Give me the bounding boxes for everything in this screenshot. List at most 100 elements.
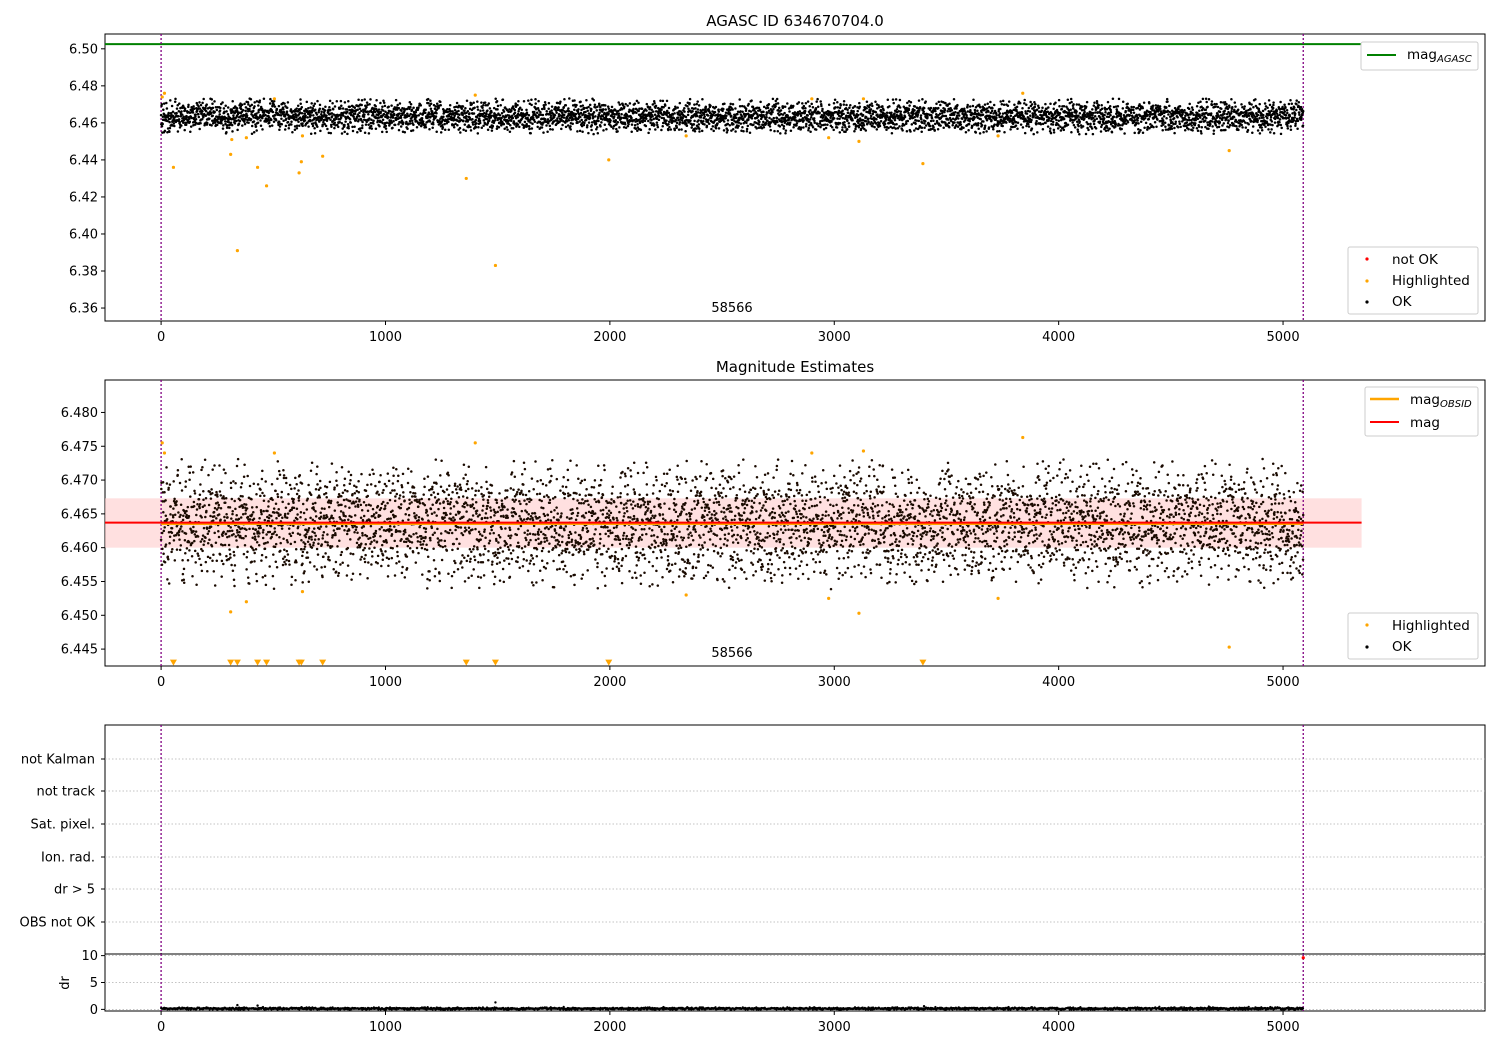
ok-point — [191, 111, 195, 114]
ok-point — [269, 97, 272, 101]
ok-point — [792, 126, 795, 129]
ok-point — [1071, 121, 1074, 124]
ok-point — [1211, 120, 1214, 123]
ok-point — [321, 123, 324, 127]
ok-point — [830, 126, 834, 129]
ok-point — [612, 127, 615, 130]
ok-point — [289, 108, 293, 111]
ok-point — [1167, 113, 1170, 116]
ok-point — [722, 120, 726, 123]
ok-point — [374, 105, 377, 108]
ok-point — [883, 112, 886, 116]
ok-point — [354, 119, 358, 122]
ok-point — [660, 128, 663, 132]
ok-point — [375, 98, 378, 102]
ok-point — [221, 101, 224, 104]
ok-point — [181, 117, 184, 120]
ok-point — [794, 116, 797, 119]
ok-point — [1033, 105, 1037, 109]
ok-point — [419, 112, 422, 115]
ok-point — [518, 125, 521, 129]
ok-point — [908, 104, 911, 107]
ok-point — [967, 128, 970, 132]
ok-point — [610, 105, 614, 109]
ok-point — [562, 113, 566, 117]
ok-point — [898, 125, 901, 128]
ok-point — [1278, 121, 1281, 124]
ok-point — [799, 114, 803, 118]
ok-point — [333, 126, 336, 130]
ok-point — [230, 123, 234, 127]
ok-point — [225, 110, 228, 113]
ok-point — [382, 109, 385, 112]
ok-point — [313, 126, 316, 130]
ok-point — [673, 112, 676, 115]
ok-point — [845, 128, 849, 131]
ok-point — [368, 117, 371, 120]
ok-point — [977, 127, 980, 130]
ok-point — [1132, 105, 1136, 109]
ok-point — [1044, 102, 1047, 106]
ok-point — [1039, 123, 1043, 126]
ok-point — [917, 119, 921, 123]
ok-point — [923, 126, 926, 130]
ok-point — [812, 117, 816, 120]
ok-point — [531, 116, 535, 119]
ok-point — [1264, 107, 1267, 111]
ok-point — [894, 127, 897, 130]
ok-point — [356, 108, 359, 112]
ok-point — [1205, 116, 1208, 120]
ok-point — [178, 120, 181, 124]
ok-point — [1126, 121, 1130, 124]
ok-point — [990, 119, 993, 122]
ok-point — [784, 132, 787, 135]
ok-point — [1233, 101, 1237, 104]
ok-point — [1247, 114, 1251, 117]
ok-point — [892, 101, 895, 105]
ok-point — [934, 109, 937, 113]
ok-point — [944, 101, 947, 105]
ok-point — [1209, 112, 1213, 115]
ok-point — [536, 106, 540, 110]
ok-point — [782, 124, 786, 128]
ok-point — [318, 107, 322, 110]
ok-point — [1165, 116, 1168, 120]
ok-point — [1270, 128, 1273, 131]
ok-point — [1223, 109, 1226, 113]
ok-point — [806, 117, 810, 121]
ok-point — [372, 122, 375, 125]
ok-point — [1081, 125, 1085, 128]
ok-point — [966, 110, 970, 113]
ok-point — [328, 106, 331, 109]
ok-point — [480, 101, 483, 104]
ok-point — [439, 131, 443, 134]
ok-point — [909, 101, 913, 104]
ok-point — [485, 115, 488, 118]
ok-point — [309, 106, 312, 109]
ok-point — [429, 102, 433, 106]
ok-point — [494, 116, 498, 119]
ok-point — [384, 110, 387, 113]
ok-point — [270, 118, 273, 122]
ok-point — [698, 130, 701, 133]
ok-point — [331, 120, 335, 123]
ok-point — [367, 123, 370, 126]
ok-point — [415, 114, 418, 118]
ok-point — [846, 111, 850, 115]
ok-point — [211, 114, 214, 118]
ok-point — [612, 115, 616, 119]
ok-point — [406, 127, 409, 131]
ok-point — [191, 109, 194, 112]
ok-point — [959, 123, 963, 126]
agasc-panel: AGASC ID 634670704.0 0 1000 2000 3000 4000 50… — [69, 12, 1486, 345]
ok-point — [587, 131, 590, 135]
ok-point — [993, 123, 996, 126]
ok-point — [360, 109, 363, 113]
ok-point — [303, 119, 307, 122]
ok-point — [250, 103, 254, 107]
ok-point — [197, 105, 200, 108]
ok-point — [509, 123, 512, 127]
ok-point — [811, 106, 815, 109]
ok-point — [550, 105, 554, 108]
ok-point — [533, 110, 536, 114]
